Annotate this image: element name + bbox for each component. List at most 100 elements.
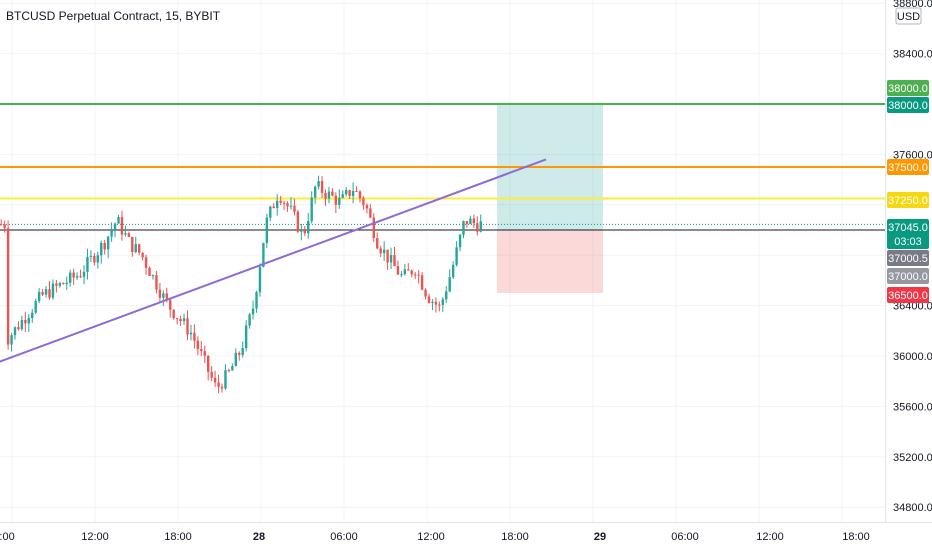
candle [138,243,141,256]
candle [158,282,162,302]
price-badge-label: 37250.0 [888,195,928,207]
candle-body [286,203,289,207]
candle-body [351,190,355,196]
candle [44,286,48,298]
candle-body [141,252,144,258]
candle-body [258,266,262,293]
candle [417,270,420,284]
candle-body [255,292,258,309]
candle-body [106,236,110,250]
candle-body [251,308,255,315]
candle [276,194,279,216]
candle-body [55,283,58,286]
candle-body [72,272,75,278]
candle-body [227,370,231,372]
candle-body [476,223,479,232]
price-badge-label: 37500.0 [888,162,928,174]
candle-body [117,217,120,224]
time-axis-panel [0,522,932,550]
price-badge [887,268,929,284]
candle [438,301,441,312]
candle [134,236,137,254]
candle [148,266,151,276]
candle-body [434,301,438,305]
time-axis-label: 12:00 [417,531,445,543]
candle-body [155,275,158,290]
price-axis-label: 34800.0 [893,502,932,514]
candle-body [438,304,441,306]
candle-body [138,244,141,253]
candle-body [3,224,6,229]
candle-body [455,247,458,265]
candle [182,313,186,325]
candle-body [134,244,137,253]
candle-body [124,233,127,235]
candle-body [462,221,465,235]
candle-body [300,229,303,232]
candle-body [327,191,331,199]
candle-body [317,181,320,187]
candle-body [151,275,155,277]
candle-body [48,289,51,298]
time-axis-label: 18:00 [164,531,192,543]
candle [0,219,3,226]
candle-body [217,382,220,387]
candle-body [244,325,248,348]
candle-body [210,371,213,378]
candle [169,299,172,318]
price-axis-label: 38800.0 [893,0,932,10]
candle [458,233,462,252]
candle [20,315,24,331]
candle-body [58,283,62,286]
price-badge-label: 03:03 [894,236,922,248]
price-badge-label: 37000.0 [888,271,928,283]
candle [241,341,244,358]
candle [3,220,6,233]
candle [341,190,344,199]
candle-body [303,229,306,234]
candle [89,250,93,262]
candle-body [175,318,179,320]
candle-body [148,267,151,276]
candle [286,201,289,212]
price-badge [887,250,929,266]
price-badge-label: 38000.0 [888,100,928,112]
candle [6,220,10,350]
candle-body [207,355,210,372]
candle [472,214,476,229]
candle-body [213,377,217,383]
price-badge [887,80,929,96]
candle-body [362,198,365,206]
price-badge [887,287,929,303]
candle [345,187,348,197]
candle [162,290,165,306]
candle [424,288,427,300]
candle [75,272,79,280]
candle [434,297,438,313]
candle [462,220,465,239]
candle-body [200,349,203,352]
candle-body [393,255,396,267]
candle-body [265,217,269,243]
candle [389,247,393,270]
price-axis-label: 38400.0 [893,49,932,61]
candle [79,269,82,278]
candle [310,191,313,224]
candle [58,281,62,288]
candle-body [65,282,68,285]
candle-body [320,181,324,193]
candle [231,363,234,371]
candle [86,248,89,280]
candle-body [93,255,96,263]
candle [269,205,272,222]
candle-body [172,309,175,319]
candle-body [51,283,55,298]
candle-body [96,255,99,263]
price-axis-label: 36400.0 [893,301,932,313]
chart-title: BTCUSD Perpetual Contract, 15, BYBIT [6,9,221,23]
time-axis-day-label: 29 [594,531,606,543]
candle [110,222,113,242]
candle-body [451,264,455,278]
